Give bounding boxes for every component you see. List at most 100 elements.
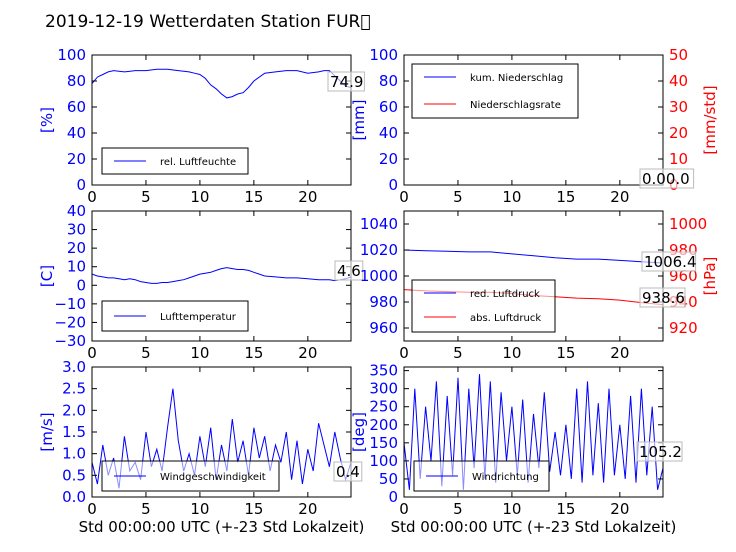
x-tick-label: 20 [298,344,317,362]
y-tick-label: 40 [67,202,86,220]
current-value-label: 4.6 [337,262,361,280]
y-tick-label: 1.0 [62,445,86,463]
series-line-pressure-0 [404,249,663,264]
current-value-label: 0.00.0 [642,170,690,188]
x-axis-label: Std 00:00:00 UTC (+-23 Std Lokalzeit) [391,518,677,536]
x-tick-label: 20 [298,500,317,518]
legend-entry: Windgeschwindigkeit [160,472,266,483]
y-tick-label: 60 [67,98,86,116]
y2-axis-label: [hPa] [701,257,719,296]
x-tick-label: 0 [87,188,97,206]
legend-entry: red. Luftdruck [470,289,540,300]
y-tick-label: 80 [67,72,86,90]
y-tick-label: 2.0 [62,401,86,419]
y-tick-label: 1000 [360,267,398,285]
x-tick-label: 20 [298,188,317,206]
y-tick-label: 3.0 [62,358,86,376]
y-tick-label: 350 [369,362,398,380]
chart-precipitation: 0510152002040608010001020304050[mm][mm/s… [350,46,719,206]
legend-wind-speed: Windgeschwindigkeit [101,460,280,492]
y2-tick-label: 50 [669,46,688,64]
x-tick-label: 0 [399,188,409,206]
x-tick-label: 10 [502,500,521,518]
series-line-temperature-0 [92,267,351,284]
chart-pressure: 0510152096098010001020104092094096098010… [360,210,719,362]
legend-entry: rel. Luftfeuchte [160,157,236,168]
y-tick-label: 100 [57,46,86,64]
legend-pressure: red. Luftdruck abs. Luftdruck [411,279,556,333]
y-axis-label: [C] [38,265,56,287]
y-tick-label: 1020 [360,241,398,259]
y2-tick-label: 40 [669,72,688,90]
y-tick-label: 10 [67,258,86,276]
y2-tick-label: 30 [669,98,688,116]
y-tick-label: 1.5 [62,423,86,441]
legend-frame [411,63,579,119]
x-tick-label: 10 [190,188,209,206]
y-tick-label: 40 [67,124,86,142]
y-tick-label: −20 [54,313,86,331]
x-tick-label: 10 [190,500,209,518]
value-label-frame [334,260,364,281]
y-tick-label: 0.5 [62,466,86,484]
x-tick-label: 5 [141,188,151,206]
current-value-label: 0.4 [336,463,360,481]
y-tick-label: 20 [67,239,86,257]
x-tick-label: 0 [399,500,409,518]
y-tick-label: 1040 [360,215,398,233]
x-tick-label: 5 [453,188,463,206]
figure-title: 2019-12-19 Wetterdaten Station FUR  [45,12,371,32]
legend-wind-direction: Windrichtung [413,460,550,492]
current-value-label: 1006.4 [644,253,697,271]
x-tick-label: 10 [190,344,209,362]
legend-humidity: rel. Luftfeuchte [101,147,249,175]
y-tick-label: 60 [379,98,398,116]
x-tick-label: 15 [556,344,575,362]
y-axis-label: [%] [38,107,56,133]
y-tick-label: 960 [369,319,398,337]
x-tick-label: 0 [87,344,97,362]
legend-temperature: Lufttemperatur [101,300,249,332]
y-axis-label: [deg] [350,412,368,452]
plot-frame-precipitation [403,54,664,186]
x-tick-label: 20 [610,344,629,362]
legend-frame [411,279,556,333]
x-tick-label: 15 [244,188,263,206]
x-tick-label: 10 [502,344,521,362]
x-tick-label: 20 [610,188,629,206]
y-tick-label: 0 [388,176,398,194]
value-label-frame [327,71,365,92]
y-tick-label: 980 [369,293,398,311]
y2-axis-label: [mm/std] [701,85,719,154]
y-tick-label: 150 [369,434,398,452]
y-axis-label: [mm] [350,100,368,141]
value-label-frame [639,168,695,189]
series-line-wind-direction-0 [404,374,663,490]
x-tick-label: 15 [244,344,263,362]
x-tick-label: 10 [502,188,521,206]
y-tick-label: 50 [379,470,398,488]
y-tick-label: 0.0 [62,488,86,506]
y2-tick-label: 20 [669,124,688,142]
chart-wind-speed: 0 5 10 15 20 0.0 0.5 1.0 1.5 2.0 2.5 3.0 [m/s] Std 00… [38,358,364,536]
value-label-frame [641,251,697,272]
y-tick-label: 30 [67,221,86,239]
x-tick-label: 0 [399,344,409,362]
y-tick-label: 20 [379,150,398,168]
value-label-frame [639,287,686,308]
y-tick-label: −10 [54,295,86,313]
x-tick-label: 5 [453,500,463,518]
x-tick-label: 20 [610,500,629,518]
x-tick-label: 5 [453,344,463,362]
chart-humidity: 0 5 10 15 20 0 20 40 60 80 100 [%] rel. Luftfeuchte 7… [38,46,365,206]
plot-frame-wind-direction [403,366,664,498]
y-tick-label: −30 [54,332,86,350]
legend-frame [101,300,249,332]
current-value-label: 938.6 [642,289,685,307]
y-tick-label: 20 [67,150,86,168]
plot-frame-humidity [91,54,352,186]
y-tick-label: 200 [369,416,398,434]
y2-tick-label: 1000 [669,215,707,233]
